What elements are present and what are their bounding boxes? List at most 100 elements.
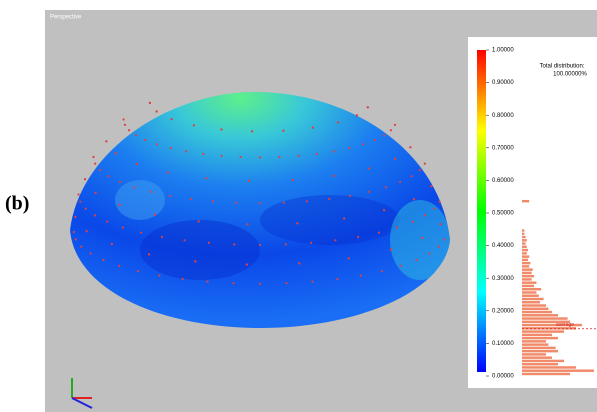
color-bar <box>477 50 486 372</box>
histogram-bar <box>522 255 530 258</box>
mesh-node <box>437 245 440 248</box>
tick-label: 0.70000 <box>492 145 514 151</box>
histogram-bar <box>522 314 558 317</box>
mesh-node <box>102 258 105 261</box>
tick-label: 0.00000 <box>492 374 514 380</box>
histogram-bar <box>522 330 564 333</box>
histogram-bar <box>522 268 533 271</box>
mesh-node <box>166 171 169 174</box>
mesh-node <box>235 201 238 204</box>
mesh-node <box>148 253 151 256</box>
mesh-node <box>122 118 125 121</box>
histogram-bar <box>522 274 534 278</box>
mesh-node <box>72 230 75 234</box>
histogram-bar <box>522 346 556 350</box>
mesh-node <box>92 155 95 159</box>
tick-label: 0.90000 <box>492 80 514 86</box>
histogram-bar <box>522 304 546 307</box>
mesh-node <box>84 207 87 210</box>
mesh-node <box>258 156 262 159</box>
histogram-bar <box>522 239 527 242</box>
mesh-node <box>311 126 314 129</box>
mesh-node <box>105 140 108 143</box>
mesh-node <box>393 123 397 126</box>
mesh-node <box>106 220 109 223</box>
histogram-bar <box>522 356 552 359</box>
histogram-bar <box>522 229 525 232</box>
mesh-node <box>118 264 121 267</box>
mesh-node <box>348 147 351 150</box>
mesh-node <box>135 162 138 165</box>
mesh-node <box>85 230 88 233</box>
mesh-node <box>348 194 352 197</box>
mesh-node <box>155 143 158 146</box>
tick-label: 0.60000 <box>492 178 514 184</box>
histogram-bar <box>522 372 570 376</box>
histogram-bar <box>522 369 594 372</box>
mesh-node <box>284 243 287 246</box>
mesh-node <box>80 245 83 248</box>
mesh-node <box>258 243 262 246</box>
histogram-bar <box>522 252 527 255</box>
mesh-node <box>246 223 249 226</box>
mesh-node <box>428 252 431 255</box>
histogram-bar <box>522 271 532 275</box>
histogram-bar <box>522 258 528 262</box>
mesh-node <box>332 150 335 153</box>
mesh-node <box>399 264 402 267</box>
mesh-node <box>359 274 362 277</box>
mesh-node <box>202 152 205 155</box>
mesh-node <box>366 106 369 109</box>
total-label: Total distribution: <box>539 64 584 70</box>
tick-label: 0.50000 <box>492 211 514 217</box>
tick-label: 0.10000 <box>492 341 514 347</box>
mesh-node <box>430 185 433 188</box>
histogram-bar <box>522 366 576 369</box>
mesh-node <box>121 226 124 229</box>
histogram-bar <box>522 362 558 366</box>
histogram-bar <box>522 297 544 301</box>
mesh-node <box>412 198 416 201</box>
histogram-bar <box>522 343 549 346</box>
histogram-bar <box>522 323 582 327</box>
mesh-node <box>79 200 82 203</box>
histogram-bar <box>522 284 534 288</box>
histogram-bar <box>522 336 558 340</box>
mesh-node <box>148 101 151 104</box>
mesh-node <box>189 197 192 201</box>
mesh-node <box>310 241 313 244</box>
mesh-node <box>443 238 446 241</box>
mesh-node <box>220 128 223 131</box>
mesh-node <box>433 207 436 210</box>
mesh-node <box>315 152 318 155</box>
mesh-node <box>233 243 236 246</box>
tick-label: 0.20000 <box>492 308 514 314</box>
mesh-node <box>110 242 113 246</box>
mesh-node <box>336 121 340 124</box>
mesh-node <box>415 258 418 261</box>
mesh-node <box>212 200 215 203</box>
mesh-node <box>183 239 186 242</box>
mesh-node <box>77 193 80 196</box>
mesh-node <box>194 260 197 263</box>
mesh-node <box>181 277 184 281</box>
viewport-title: Perspective <box>50 15 82 21</box>
mesh-node <box>336 277 339 281</box>
mesh-node <box>205 177 208 180</box>
mesh-node <box>206 280 209 283</box>
mesh-node <box>118 180 121 184</box>
mesh-node <box>197 220 200 223</box>
mesh-node <box>423 162 426 165</box>
mesh-node <box>298 262 301 265</box>
mesh-node <box>297 154 300 157</box>
mesh-node <box>144 138 147 142</box>
histogram-bar <box>522 265 530 268</box>
histogram-bar <box>522 245 527 249</box>
mesh-node <box>421 236 424 239</box>
mesh-node <box>439 223 442 226</box>
histogram-bar <box>522 353 546 356</box>
mesh-node <box>305 200 308 203</box>
mesh-node <box>383 134 386 137</box>
mesh-node <box>367 167 370 170</box>
